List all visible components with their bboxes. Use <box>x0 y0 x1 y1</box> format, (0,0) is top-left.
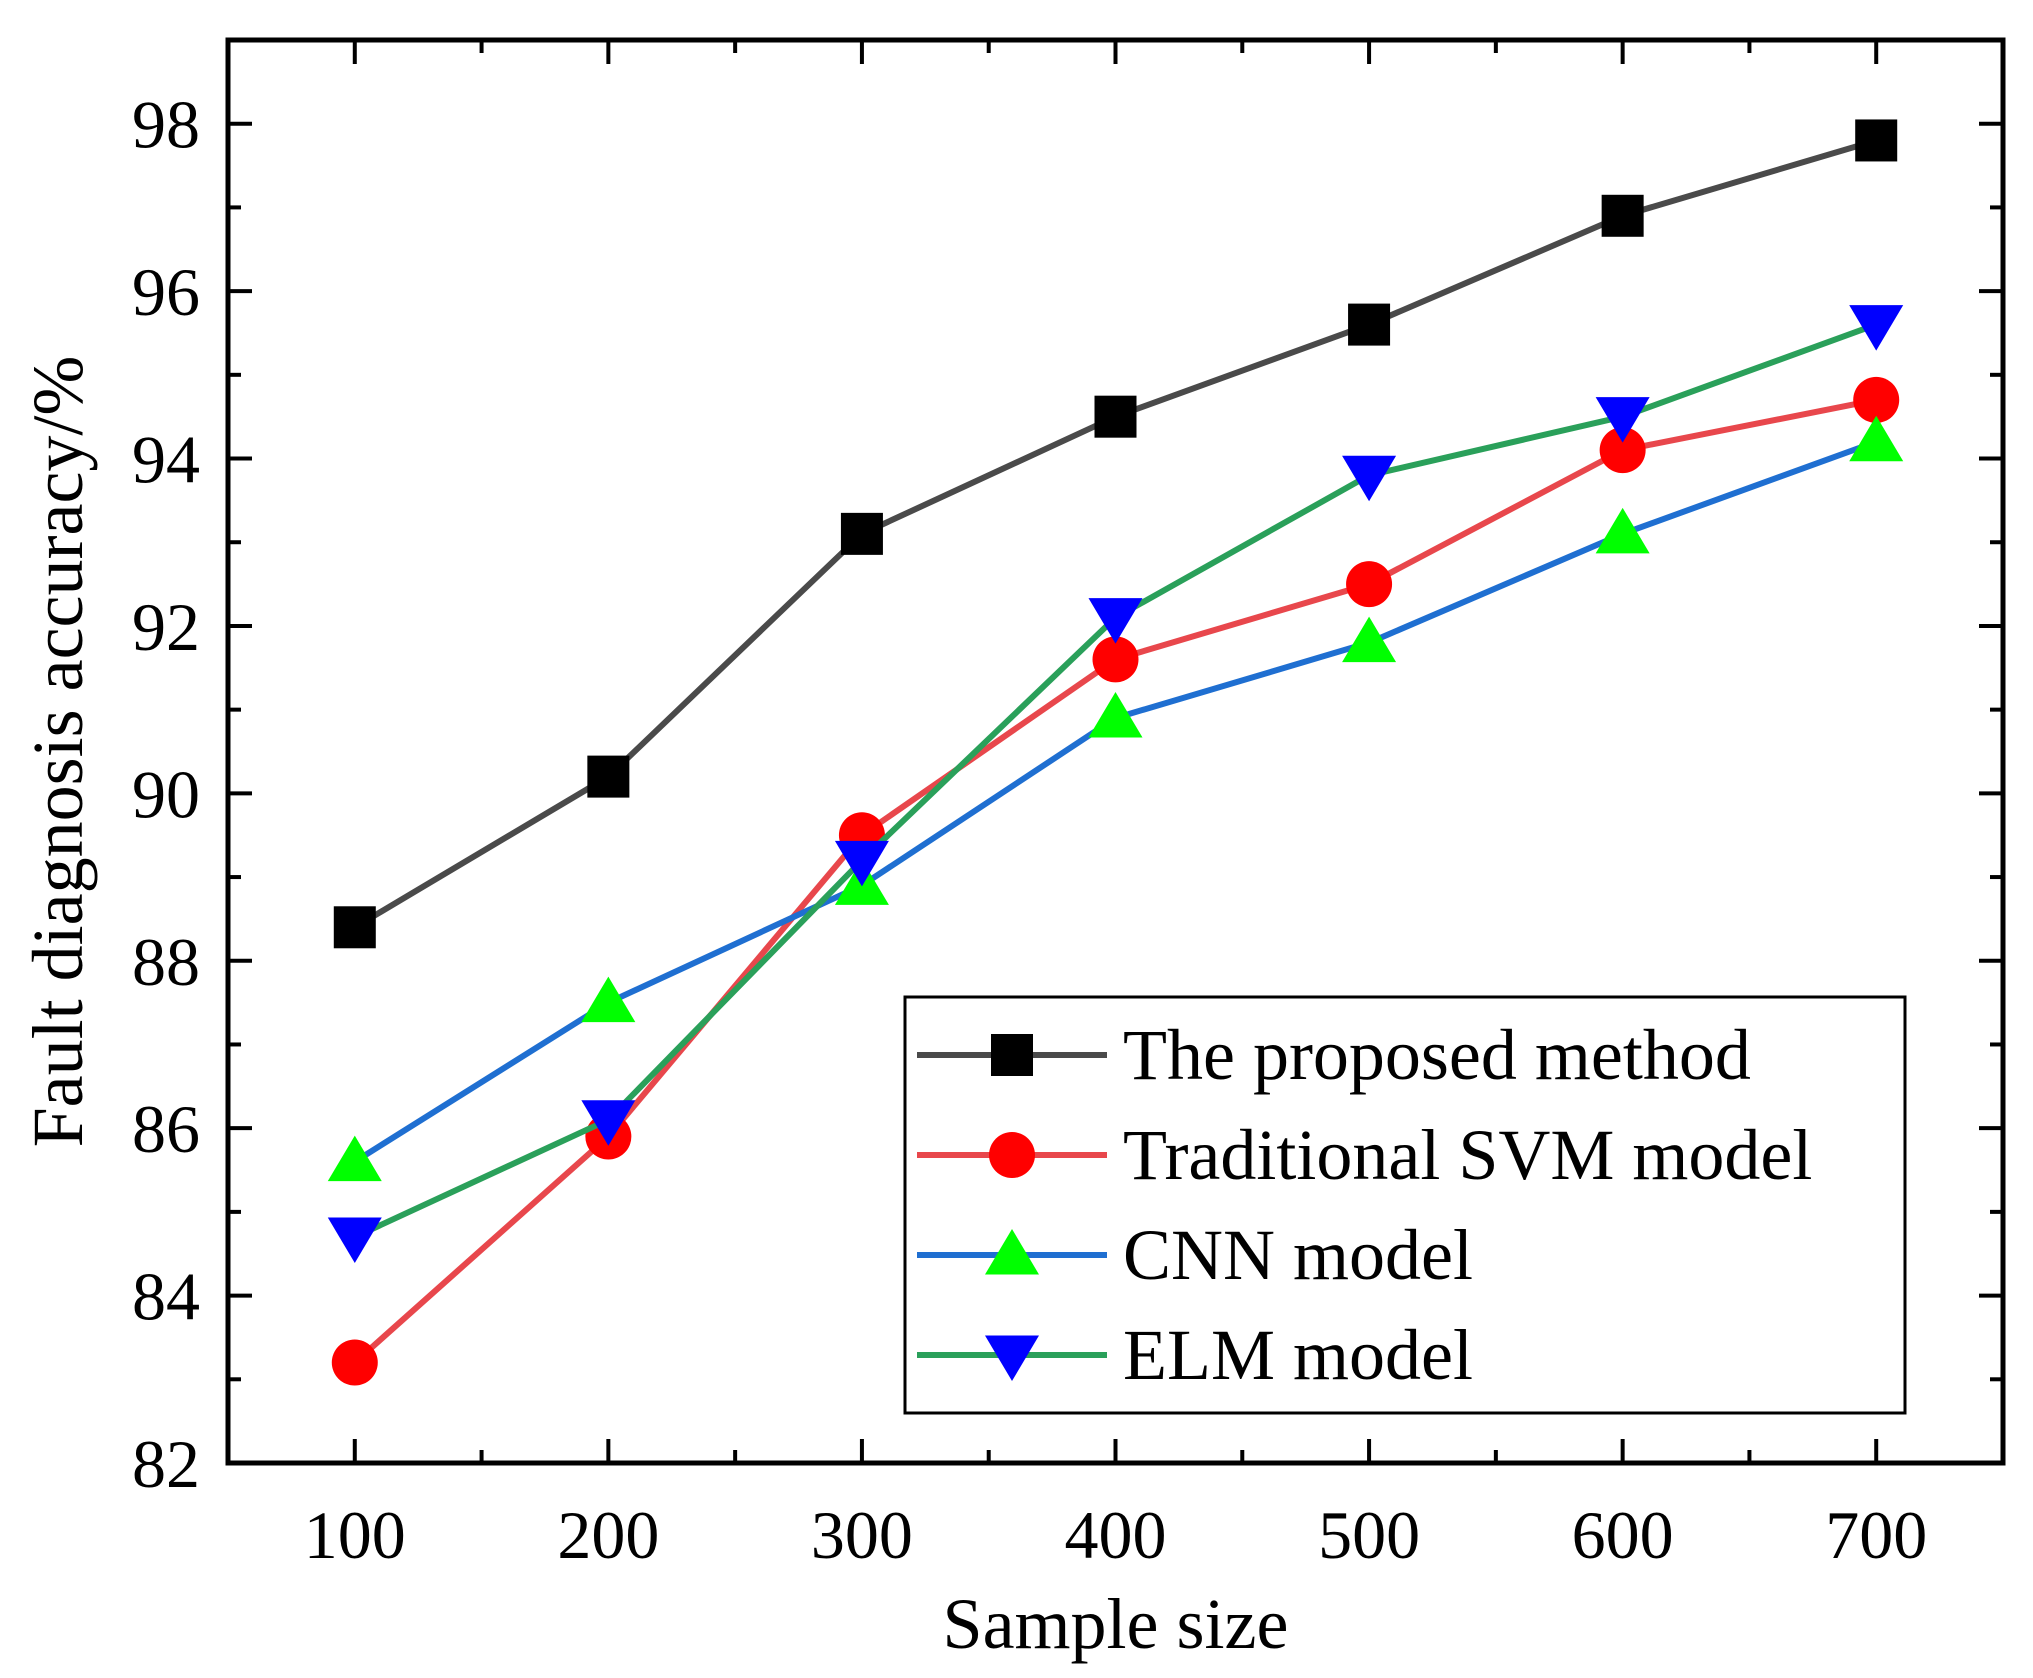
x-tick-label: 300 <box>811 1497 913 1573</box>
data-point <box>1595 397 1650 443</box>
data-point <box>587 755 630 798</box>
y-axis-title: Fault diagnosis accuracy/% <box>18 356 98 1148</box>
y-tick-label: 82 <box>132 1426 200 1502</box>
data-point <box>1348 303 1391 346</box>
data-point <box>1849 415 1904 462</box>
x-tick-label: 500 <box>1318 1497 1420 1573</box>
legend-item: ELM model <box>917 1315 1473 1395</box>
legend-item: Traditional SVM model <box>917 1115 1812 1195</box>
data-point <box>1092 636 1139 683</box>
x-tick-label: 200 <box>557 1497 659 1573</box>
legend-item: The proposed method <box>917 1015 1751 1095</box>
data-point <box>1088 692 1143 738</box>
legend-box <box>903 995 1907 1415</box>
x-tick-label: 400 <box>1065 1497 1167 1573</box>
legend-marker <box>989 1132 1035 1178</box>
x-axis-title: Sample size <box>943 1584 1289 1664</box>
tick-labels: 100 200 300 400 500 600 700 82 84 86 88 90 92 94 96 98 <box>132 87 1927 1573</box>
y-tick-label: 92 <box>132 589 200 665</box>
data-point <box>327 1135 382 1182</box>
y-tick-label: 98 <box>132 87 200 163</box>
y-tick-label: 94 <box>132 422 200 498</box>
data-point <box>834 840 889 887</box>
data-point <box>331 1339 378 1386</box>
legend-label: The proposed method <box>1123 1015 1751 1095</box>
plot-frame <box>225 37 2006 1466</box>
legend-marker <box>991 1034 1033 1076</box>
y-tick-label: 88 <box>132 924 200 1000</box>
x-tick-label: 600 <box>1572 1497 1674 1573</box>
data-point <box>1342 616 1397 663</box>
data-point <box>1088 598 1143 644</box>
data-point <box>1595 507 1650 554</box>
data-point <box>1342 455 1397 502</box>
x-tick-label: 100 <box>304 1497 406 1573</box>
legend-label: CNN model <box>1123 1215 1473 1295</box>
data-point <box>1346 561 1393 608</box>
data-point <box>1601 194 1644 237</box>
series-1 <box>333 119 1898 949</box>
data-point <box>1599 427 1646 474</box>
data-point <box>840 512 883 555</box>
legend-marker <box>985 1335 1039 1381</box>
series-group <box>327 119 1904 1386</box>
legend-marker <box>985 1229 1039 1275</box>
legend-label: ELM model <box>1123 1315 1473 1395</box>
data-point <box>333 906 376 949</box>
data-point <box>1855 119 1898 162</box>
y-tick-label: 86 <box>132 1091 200 1167</box>
data-point <box>327 1217 382 1263</box>
data-point <box>1094 395 1137 438</box>
x-tick-label: 700 <box>1825 1497 1927 1573</box>
y-tick-label: 96 <box>132 254 200 330</box>
y-tick-label: 90 <box>132 756 200 832</box>
legend-label: Traditional SVM model <box>1123 1115 1812 1195</box>
series-3 <box>327 415 1904 1182</box>
data-point <box>1853 376 1900 423</box>
series-4 <box>327 305 1904 1263</box>
y-tick-label: 84 <box>132 1259 200 1335</box>
legend: The proposed method Traditional SVM model… <box>903 995 1907 1415</box>
legend-item: CNN model <box>917 1215 1473 1295</box>
data-point <box>1849 305 1904 351</box>
data-point <box>581 1100 636 1146</box>
data-point <box>581 976 636 1023</box>
